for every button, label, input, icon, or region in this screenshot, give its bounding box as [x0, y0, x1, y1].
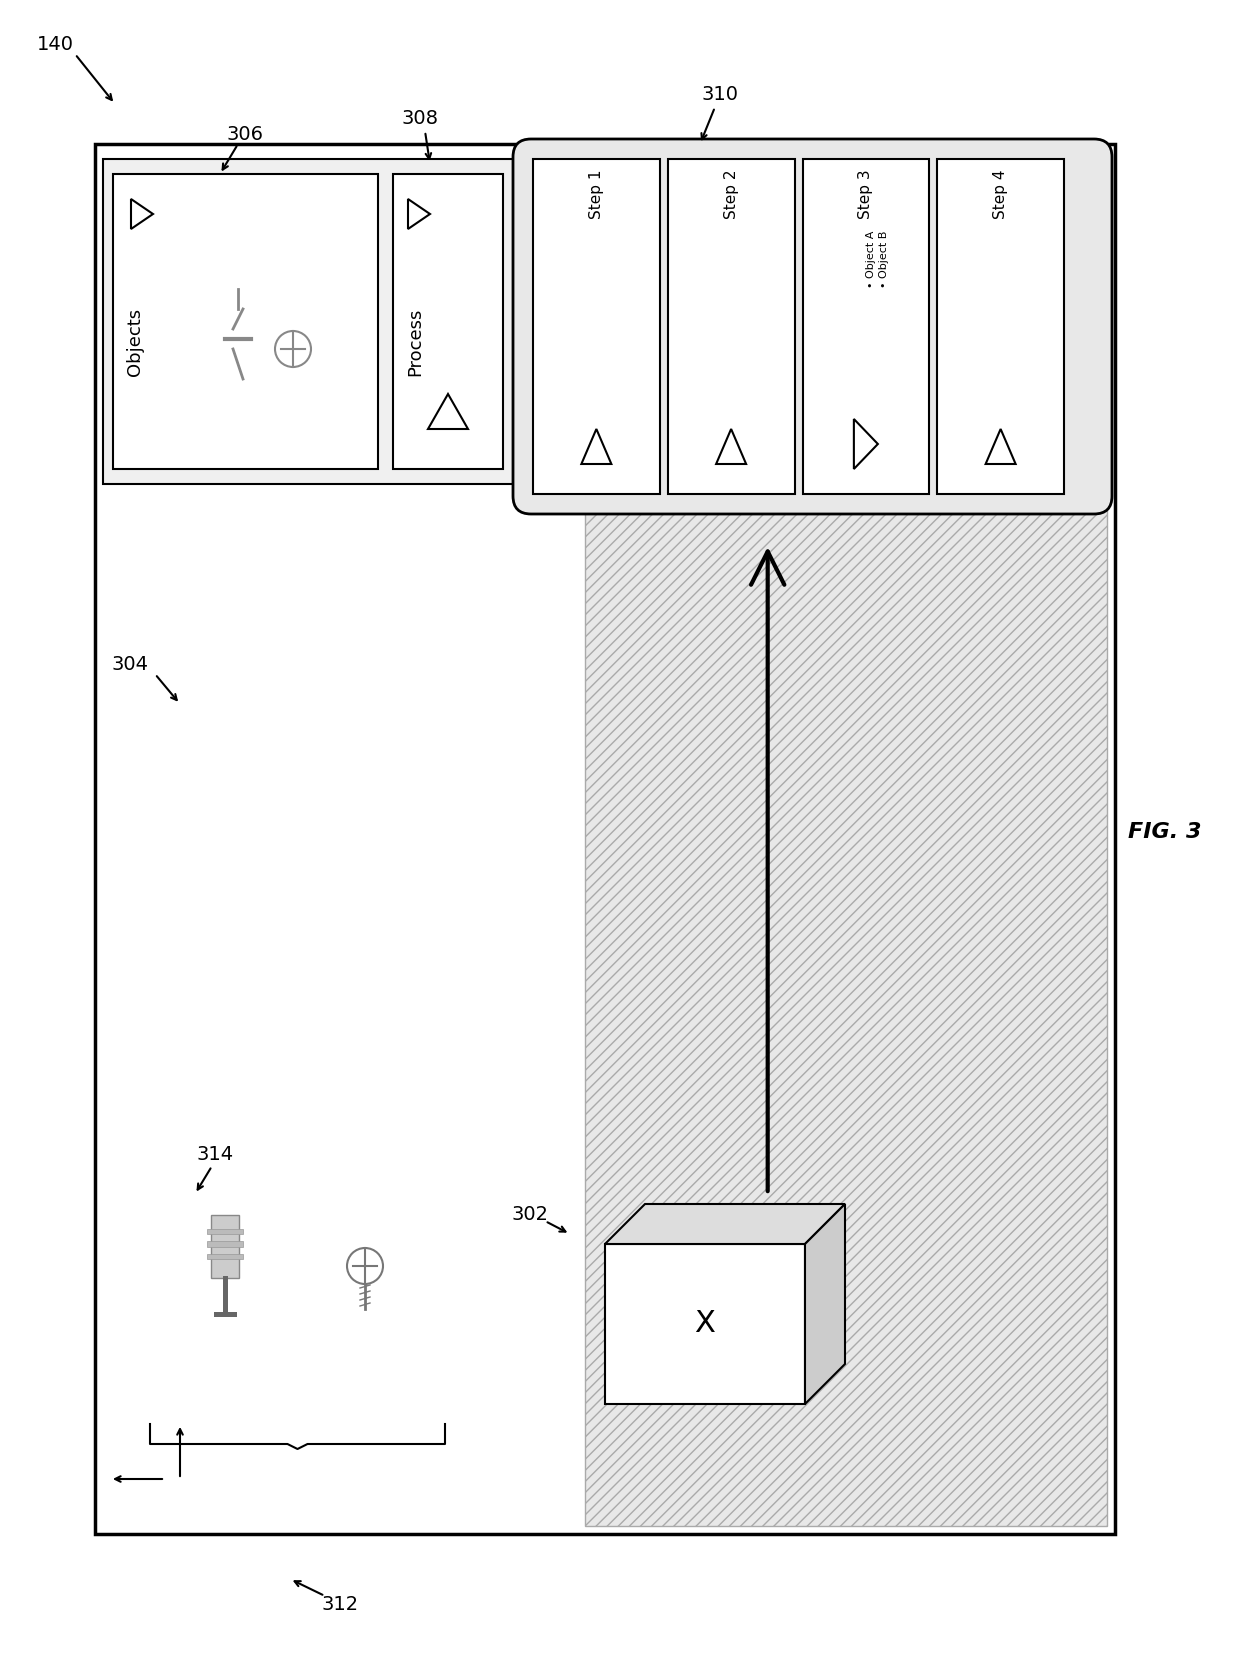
Text: FIG. 3: FIG. 3: [1128, 822, 1202, 842]
Text: 302: 302: [511, 1205, 548, 1223]
Bar: [937, 160, 1064, 494]
Text: X: X: [694, 1310, 715, 1338]
Text: Process: Process: [405, 308, 424, 376]
Bar: [95, 145, 1115, 1534]
Text: 308: 308: [402, 110, 439, 128]
Bar: [533, 160, 660, 494]
Text: 140: 140: [36, 35, 73, 53]
Text: • Object B: • Object B: [879, 230, 889, 288]
Text: Step 3: Step 3: [858, 170, 873, 218]
Text: 314: 314: [196, 1145, 233, 1163]
Polygon shape: [805, 1205, 844, 1404]
Bar: [207, 1241, 243, 1246]
Text: Step 1: Step 1: [589, 170, 604, 218]
Polygon shape: [605, 1205, 844, 1245]
FancyBboxPatch shape: [513, 140, 1112, 514]
Bar: [585, 484, 1107, 1526]
Text: 304: 304: [112, 654, 149, 674]
Text: Objects: Objects: [126, 308, 144, 376]
Bar: [802, 160, 929, 494]
Bar: [207, 1253, 243, 1260]
Text: Step 4: Step 4: [993, 170, 1008, 218]
Bar: [393, 175, 503, 469]
Text: • Object A: • Object A: [866, 230, 875, 288]
Text: 312: 312: [321, 1594, 358, 1614]
Text: 310: 310: [702, 85, 739, 103]
Text: 306: 306: [227, 125, 263, 143]
Bar: [211, 1215, 239, 1278]
Bar: [605, 1245, 805, 1404]
Bar: [103, 160, 1107, 484]
Bar: [113, 175, 378, 469]
Text: Step 2: Step 2: [724, 170, 739, 218]
Bar: [207, 1228, 243, 1235]
Bar: [668, 160, 795, 494]
